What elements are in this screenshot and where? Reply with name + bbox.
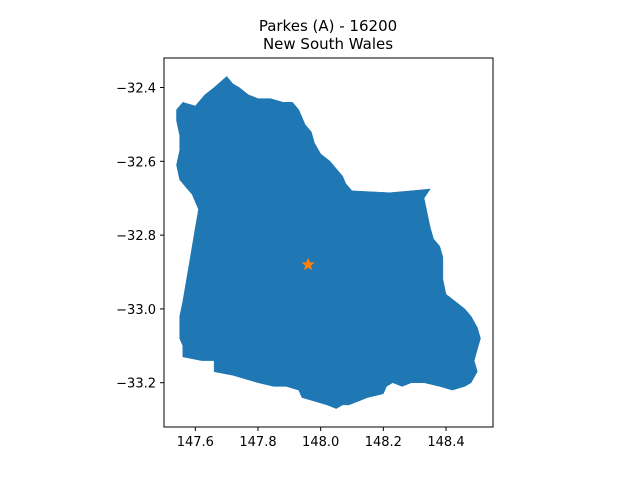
x-tick-label: 148.2 (365, 435, 402, 450)
x-tick-label: 147.6 (177, 435, 214, 450)
x-tick-label: 147.8 (239, 435, 276, 450)
y-tick-label: −32.6 (116, 155, 156, 170)
y-tick-label: −33.2 (116, 377, 156, 392)
region-polygon (176, 76, 481, 409)
axes-frame (163, 57, 494, 428)
location-star-icon (301, 257, 315, 271)
plot-area (176, 76, 481, 409)
chart-title: Parkes (A) - 16200 (259, 17, 397, 35)
chart-subtitle: New South Wales (263, 35, 393, 53)
x-tick-label: 148.0 (302, 435, 339, 450)
y-tick-label: −33.0 (116, 303, 156, 318)
y-tick-label: −32.4 (116, 82, 156, 97)
x-axis: 147.6 147.8 148.0 148.2 148.4 (177, 427, 465, 450)
x-tick-label: 148.4 (427, 435, 464, 450)
y-tick-label: −32.8 (116, 229, 156, 244)
y-axis: −32.4 −32.6 −32.8 −33.0 −33.2 (116, 82, 164, 392)
